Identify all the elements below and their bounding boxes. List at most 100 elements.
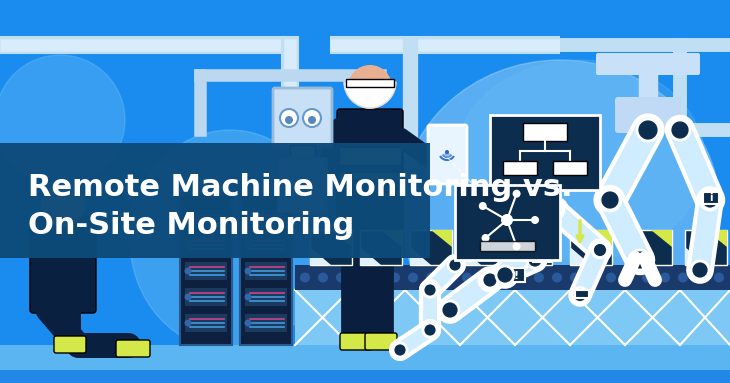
Circle shape — [496, 266, 514, 284]
FancyBboxPatch shape — [295, 265, 730, 290]
FancyBboxPatch shape — [685, 230, 727, 265]
Circle shape — [185, 319, 191, 326]
Circle shape — [245, 216, 252, 223]
Circle shape — [482, 234, 490, 242]
Circle shape — [678, 272, 688, 283]
Circle shape — [280, 109, 298, 127]
FancyBboxPatch shape — [365, 333, 397, 350]
FancyBboxPatch shape — [245, 236, 287, 254]
FancyBboxPatch shape — [245, 262, 287, 280]
Circle shape — [185, 216, 191, 223]
Polygon shape — [331, 230, 352, 247]
FancyBboxPatch shape — [507, 268, 525, 282]
FancyBboxPatch shape — [278, 158, 327, 212]
FancyBboxPatch shape — [185, 236, 227, 254]
Circle shape — [300, 272, 310, 283]
Circle shape — [531, 216, 539, 224]
Circle shape — [546, 201, 564, 219]
Circle shape — [285, 116, 293, 124]
Text: !: ! — [513, 271, 518, 281]
Circle shape — [480, 272, 490, 283]
Circle shape — [547, 202, 563, 218]
Circle shape — [185, 242, 191, 249]
FancyBboxPatch shape — [533, 252, 551, 262]
Polygon shape — [460, 247, 481, 265]
Circle shape — [642, 272, 652, 283]
Polygon shape — [685, 247, 706, 265]
Polygon shape — [360, 247, 381, 265]
Circle shape — [482, 272, 498, 288]
Circle shape — [318, 272, 328, 283]
Text: On-Site Monitoring: On-Site Monitoring — [28, 211, 354, 239]
FancyBboxPatch shape — [0, 345, 730, 383]
Polygon shape — [706, 230, 727, 247]
Circle shape — [408, 272, 418, 283]
Circle shape — [185, 267, 191, 275]
Circle shape — [245, 319, 252, 326]
Circle shape — [445, 150, 449, 154]
FancyBboxPatch shape — [630, 230, 672, 265]
FancyBboxPatch shape — [360, 230, 402, 265]
Polygon shape — [481, 230, 502, 247]
Circle shape — [245, 242, 252, 249]
Text: Remote Machine Monitoring vs.: Remote Machine Monitoring vs. — [28, 173, 572, 203]
Circle shape — [462, 272, 472, 283]
Circle shape — [593, 242, 607, 257]
Circle shape — [393, 343, 407, 357]
Circle shape — [570, 272, 580, 283]
FancyBboxPatch shape — [290, 145, 315, 160]
Circle shape — [444, 272, 454, 283]
Circle shape — [245, 267, 252, 275]
FancyBboxPatch shape — [180, 195, 232, 345]
Text: i: i — [710, 193, 712, 203]
Circle shape — [501, 214, 513, 226]
FancyBboxPatch shape — [185, 288, 227, 306]
Circle shape — [41, 183, 85, 227]
FancyBboxPatch shape — [428, 125, 467, 184]
Polygon shape — [651, 230, 672, 247]
FancyBboxPatch shape — [615, 97, 681, 133]
FancyBboxPatch shape — [310, 230, 352, 265]
Wedge shape — [344, 82, 396, 108]
Circle shape — [348, 65, 392, 109]
FancyBboxPatch shape — [185, 262, 227, 280]
Circle shape — [423, 323, 437, 337]
FancyBboxPatch shape — [240, 195, 292, 345]
Circle shape — [245, 293, 252, 301]
Circle shape — [696, 272, 706, 283]
Circle shape — [606, 272, 616, 283]
FancyBboxPatch shape — [553, 161, 587, 175]
FancyBboxPatch shape — [185, 314, 227, 332]
FancyBboxPatch shape — [596, 53, 700, 75]
Circle shape — [599, 189, 621, 211]
Circle shape — [372, 272, 382, 283]
FancyBboxPatch shape — [116, 340, 150, 357]
FancyBboxPatch shape — [570, 230, 612, 265]
FancyBboxPatch shape — [273, 88, 332, 147]
Ellipse shape — [455, 60, 705, 260]
Circle shape — [448, 258, 462, 272]
Circle shape — [592, 242, 608, 258]
Polygon shape — [591, 230, 612, 247]
Circle shape — [670, 120, 690, 140]
Circle shape — [624, 272, 634, 283]
Circle shape — [527, 252, 543, 268]
Circle shape — [423, 283, 437, 297]
FancyBboxPatch shape — [460, 230, 502, 265]
Circle shape — [308, 116, 316, 124]
Circle shape — [588, 272, 598, 283]
FancyBboxPatch shape — [575, 290, 589, 298]
Circle shape — [701, 191, 719, 209]
FancyBboxPatch shape — [54, 336, 86, 353]
FancyBboxPatch shape — [510, 230, 552, 265]
Circle shape — [479, 202, 487, 210]
FancyBboxPatch shape — [30, 217, 96, 313]
Polygon shape — [410, 247, 431, 265]
FancyBboxPatch shape — [0, 370, 730, 383]
FancyBboxPatch shape — [503, 161, 537, 175]
Circle shape — [336, 272, 346, 283]
Polygon shape — [630, 247, 651, 265]
Circle shape — [512, 190, 520, 198]
FancyBboxPatch shape — [339, 147, 401, 165]
FancyBboxPatch shape — [346, 79, 394, 87]
